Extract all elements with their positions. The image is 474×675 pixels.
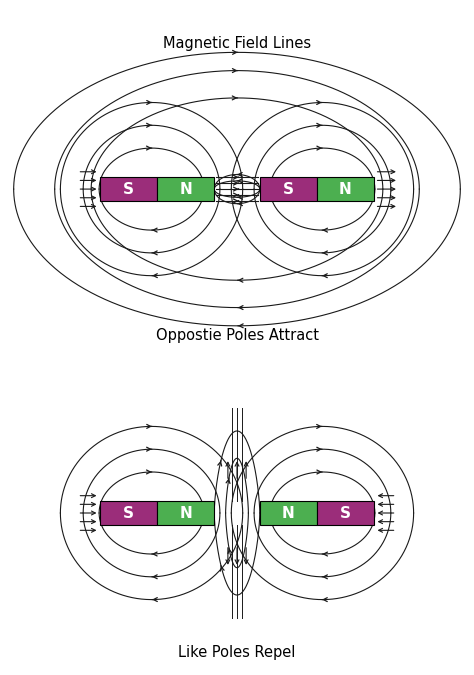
Text: S: S (283, 182, 294, 196)
Text: Magnetic Field Lines: Magnetic Field Lines (163, 36, 311, 51)
Text: S: S (340, 506, 351, 520)
Bar (317, 501, 374, 525)
Bar (260, 178, 317, 201)
Text: N: N (179, 506, 192, 520)
Bar (317, 178, 374, 201)
Bar (157, 178, 214, 201)
Bar (100, 178, 157, 201)
Bar (100, 501, 157, 525)
Text: Oppostie Poles Attract: Oppostie Poles Attract (155, 328, 319, 343)
Text: Like Poles Repel: Like Poles Repel (178, 645, 296, 660)
Text: S: S (123, 182, 134, 196)
Text: N: N (179, 182, 192, 196)
Text: N: N (282, 506, 295, 520)
Bar (157, 501, 214, 525)
Text: N: N (339, 182, 352, 196)
Text: S: S (123, 506, 134, 520)
Bar (260, 501, 317, 525)
